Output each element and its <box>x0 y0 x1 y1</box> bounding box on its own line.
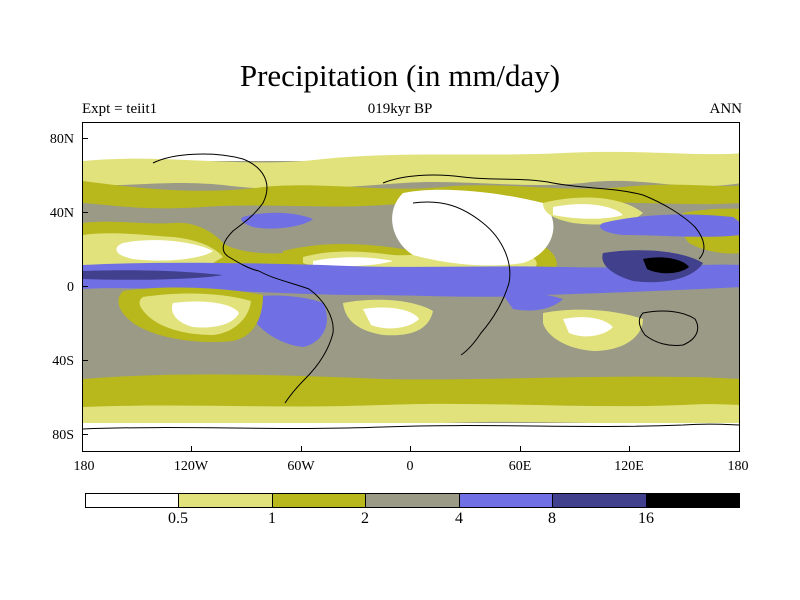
colorbar-label: 0.5 <box>168 510 188 527</box>
colorbar-segment <box>179 494 273 507</box>
lon-tick <box>301 446 302 452</box>
lat-label-40n: 40N <box>49 206 74 221</box>
npac-dry-core <box>116 240 213 261</box>
amazon-wet <box>242 295 327 347</box>
lat-tick <box>82 434 88 435</box>
colorbar-label: 1 <box>268 510 276 527</box>
colorbar-label: 4 <box>455 510 463 527</box>
lon-tick <box>191 446 192 452</box>
colorbar-segment <box>553 494 647 507</box>
colorbar-segment <box>86 494 180 507</box>
lon-label-180w: 180 <box>73 459 95 474</box>
precipitation-map <box>82 122 740 452</box>
lon-label-180e: 180 <box>727 459 749 474</box>
colorbar-label: 2 <box>361 510 369 527</box>
lon-label-0: 0 <box>406 459 414 474</box>
colorbar-label: 16 <box>638 510 654 527</box>
plot-title: Precipitation (in mm/day) <box>239 58 561 93</box>
lat-label-40s: 40S <box>52 354 74 369</box>
spac-dry-core <box>171 301 239 328</box>
lon-label-60w: 60W <box>287 459 315 474</box>
colorbar <box>85 493 740 508</box>
colorbar-segment <box>459 494 554 507</box>
colorbar-label: 8 <box>548 510 556 527</box>
lon-tick <box>520 446 521 452</box>
time-label: 019kyr BP <box>367 101 433 117</box>
colorbar-segment <box>646 494 739 507</box>
itcz-wet-band <box>83 262 739 297</box>
sind-dry-core <box>563 317 613 337</box>
itcz-core-pac <box>83 270 223 280</box>
lon-label-60e: 60E <box>508 459 532 474</box>
colorbar-segment <box>272 494 367 507</box>
experiment-label: Expt = teiit1 <box>82 101 158 117</box>
lat-tick <box>82 212 88 213</box>
lon-label-120e: 120E <box>614 459 644 474</box>
africa-indian-wet <box>503 292 563 311</box>
natl-dry-core <box>313 257 393 267</box>
kuroshio-wet <box>599 214 739 237</box>
satl-dry-core <box>363 307 419 329</box>
lat-tick <box>82 138 88 139</box>
lat-tick <box>82 286 88 287</box>
lon-tick <box>410 446 411 452</box>
lat-label-0: 0 <box>67 280 74 295</box>
season-label: ANN <box>709 101 743 117</box>
lon-tick <box>739 446 740 452</box>
maritime-extreme <box>643 257 689 274</box>
southern-olive-band <box>83 374 739 409</box>
lat-label-80s: 80S <box>52 428 74 443</box>
lat-label-80n: 80N <box>49 132 74 147</box>
gulfstream-wet <box>241 212 313 229</box>
north-yellow-band <box>83 151 739 189</box>
sahara-arabia-dry <box>392 189 554 266</box>
coastlines <box>83 153 739 430</box>
lon-label-120w: 120W <box>173 459 209 474</box>
lat-tick <box>82 360 88 361</box>
central-asia-dry <box>553 204 623 219</box>
lon-tick <box>629 446 630 452</box>
colorbar-segment <box>366 494 460 507</box>
southern-yellow-band <box>83 403 739 425</box>
lon-tick <box>82 446 83 452</box>
map-svg <box>83 123 739 451</box>
